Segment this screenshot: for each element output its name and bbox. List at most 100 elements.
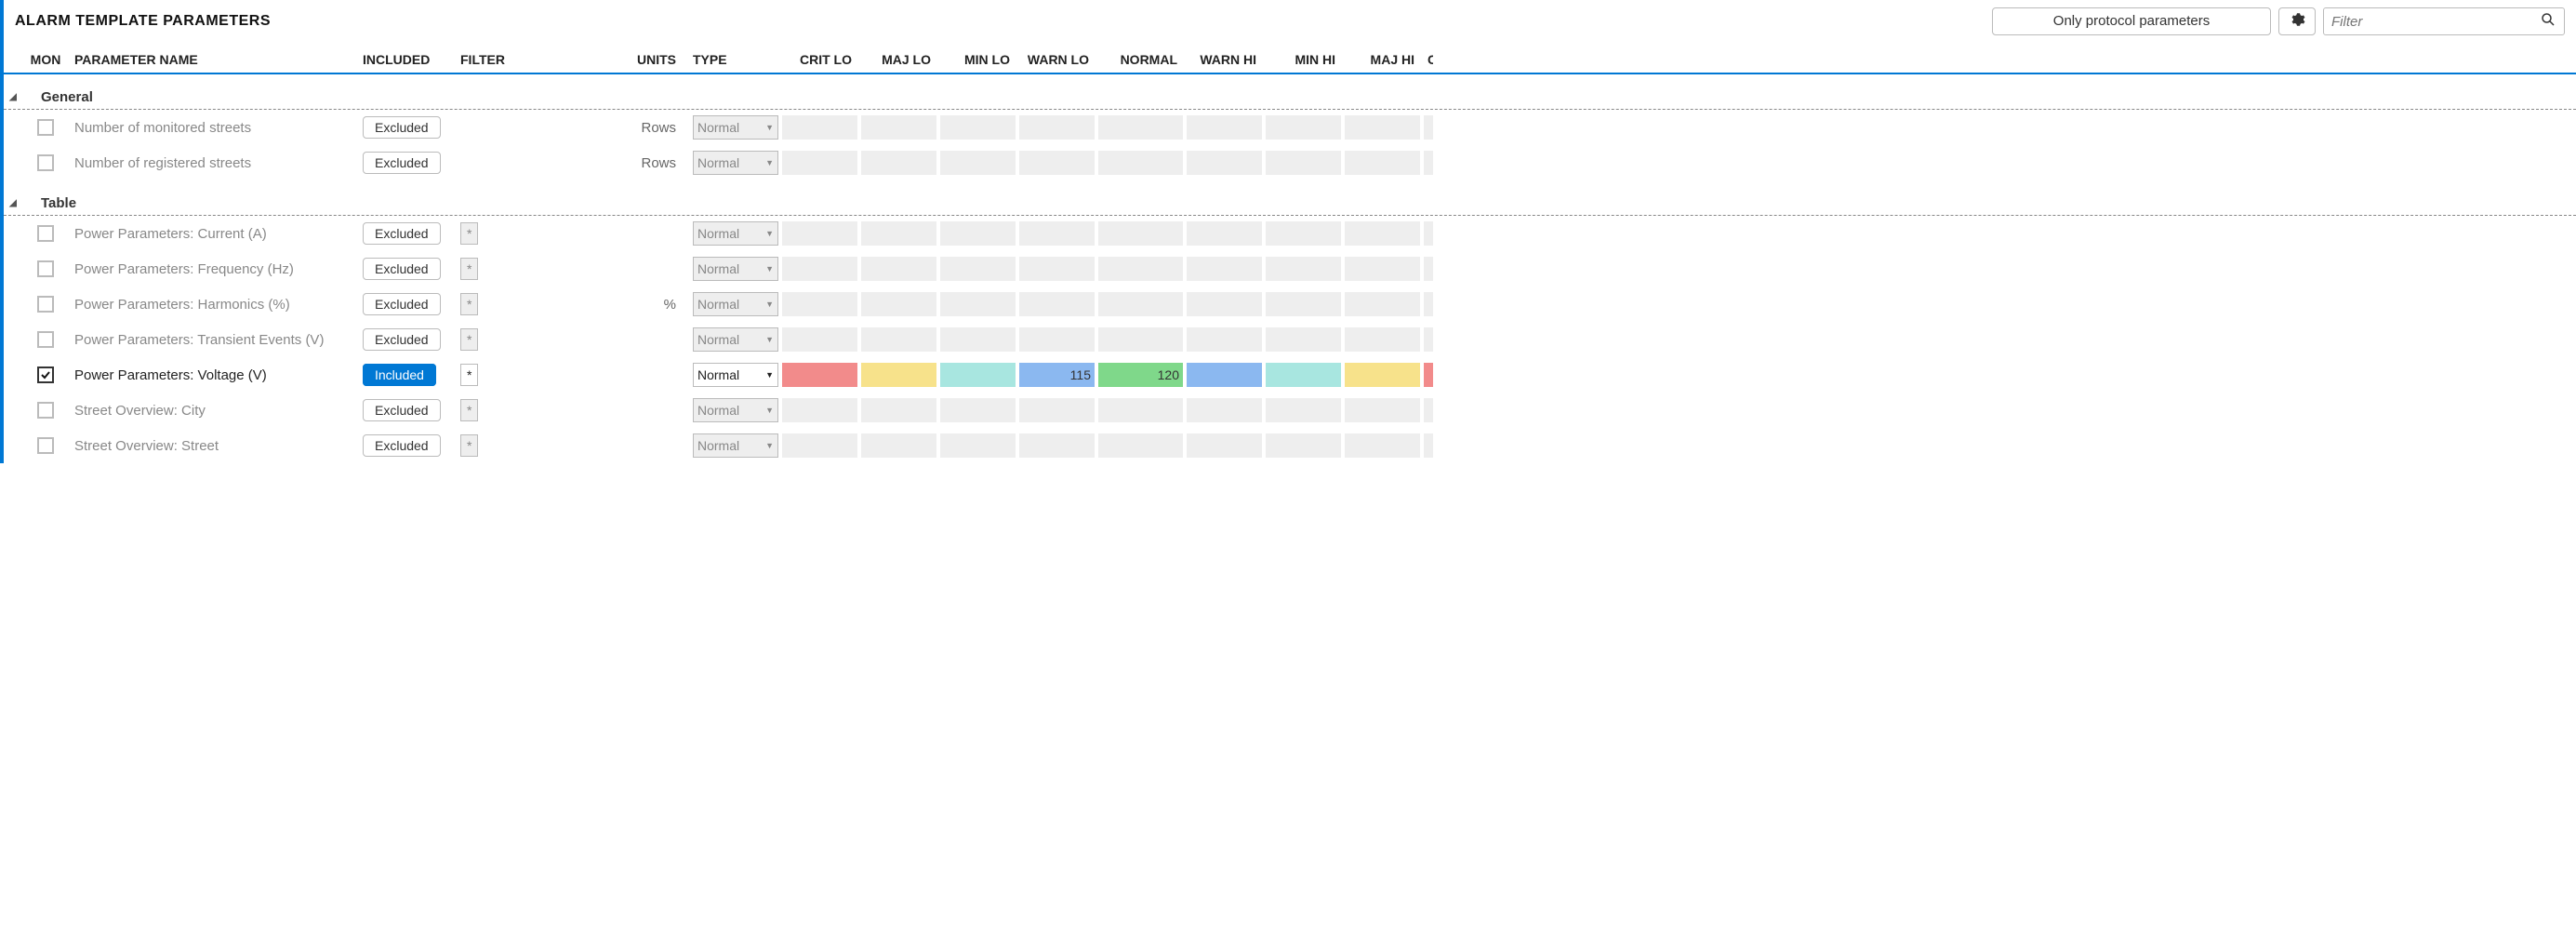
threshold-minHi — [1266, 433, 1341, 458]
parameter-row: Power Parameters: Harmonics (%)Excluded*… — [4, 287, 2576, 322]
threshold-normal — [1098, 433, 1183, 458]
threshold-warnLo[interactable]: 115 — [1019, 363, 1095, 387]
col-min-hi[interactable]: MIN HI — [1264, 52, 1343, 67]
threshold-warnLo — [1019, 398, 1095, 422]
col-units[interactable]: UNITS — [617, 52, 687, 67]
col-crit-hi[interactable]: C — [1422, 52, 1433, 67]
threshold-warnLo — [1019, 115, 1095, 140]
col-type[interactable]: TYPE — [687, 52, 780, 67]
monitor-checkbox[interactable] — [37, 402, 54, 419]
included-toggle[interactable]: Included — [363, 364, 436, 386]
col-mon[interactable]: MON — [22, 52, 69, 67]
threshold-minHi — [1266, 257, 1341, 281]
filter-field[interactable]: * — [460, 258, 478, 280]
threshold-minLo[interactable] — [940, 363, 1016, 387]
threshold-critLo — [782, 292, 857, 316]
type-select[interactable]: Normal▼ — [693, 257, 778, 281]
threshold-normal[interactable]: 120 — [1098, 363, 1183, 387]
column-headers: MON PARAMETER NAME INCLUDED FILTER UNITS… — [4, 39, 2576, 74]
threshold-warnHi[interactable] — [1187, 363, 1262, 387]
type-select[interactable]: Normal▼ — [693, 398, 778, 422]
included-toggle[interactable]: Excluded — [363, 434, 441, 457]
included-toggle[interactable]: Excluded — [363, 293, 441, 315]
included-toggle[interactable]: Excluded — [363, 258, 441, 280]
units-label: Rows — [617, 155, 687, 171]
col-crit-lo[interactable]: CRIT LO — [780, 52, 859, 67]
monitor-checkbox[interactable] — [37, 331, 54, 348]
chevron-down-icon: ▼ — [765, 123, 774, 132]
type-select[interactable]: Normal▼ — [693, 327, 778, 352]
units-label: Rows — [617, 120, 687, 136]
threshold-majLo — [861, 398, 936, 422]
col-filter[interactable]: FILTER — [455, 52, 617, 67]
col-normal[interactable]: NORMAL — [1096, 52, 1185, 67]
type-select[interactable]: Normal▼ — [693, 292, 778, 316]
filter-field[interactable]: * — [460, 364, 478, 386]
col-min-lo[interactable]: MIN LO — [938, 52, 1017, 67]
threshold-critLo — [782, 151, 857, 175]
included-toggle[interactable]: Excluded — [363, 399, 441, 421]
threshold-minLo — [940, 221, 1016, 246]
monitor-checkbox[interactable] — [37, 154, 54, 171]
filter-field[interactable]: * — [460, 434, 478, 457]
included-toggle[interactable]: Excluded — [363, 152, 441, 174]
threshold-warnLo — [1019, 327, 1095, 352]
threshold-majHi — [1345, 257, 1420, 281]
threshold-minHi — [1266, 327, 1341, 352]
filter-field[interactable]: * — [460, 399, 478, 421]
threshold-minHi — [1266, 221, 1341, 246]
monitor-checkbox[interactable] — [37, 437, 54, 454]
threshold-critLo — [782, 398, 857, 422]
monitor-checkbox[interactable] — [37, 225, 54, 242]
col-included[interactable]: INCLUDED — [357, 52, 455, 67]
threshold-warnLo — [1019, 151, 1095, 175]
units-label: % — [617, 297, 687, 313]
col-warn-lo[interactable]: WARN LO — [1017, 52, 1096, 67]
threshold-minLo — [940, 433, 1016, 458]
col-maj-lo[interactable]: MAJ LO — [859, 52, 938, 67]
col-maj-hi[interactable]: MAJ HI — [1343, 52, 1422, 67]
monitor-checkbox[interactable] — [37, 367, 54, 383]
threshold-critHi[interactable] — [1424, 363, 1433, 387]
settings-button[interactable] — [2278, 7, 2316, 35]
included-toggle[interactable]: Excluded — [363, 328, 441, 351]
filter-field[interactable]: * — [460, 328, 478, 351]
threshold-normal — [1098, 115, 1183, 140]
monitor-checkbox[interactable] — [37, 119, 54, 136]
group-header[interactable]: ◢ General — [4, 80, 2576, 110]
threshold-critHi — [1424, 115, 1433, 140]
threshold-minLo — [940, 292, 1016, 316]
type-select[interactable]: Normal▼ — [693, 433, 778, 458]
page-title: ALARM TEMPLATE PARAMETERS — [15, 13, 271, 30]
monitor-checkbox[interactable] — [37, 296, 54, 313]
threshold-warnHi — [1187, 433, 1262, 458]
type-select[interactable]: Normal▼ — [693, 363, 778, 387]
filter-field[interactable]: * — [460, 293, 478, 315]
monitor-checkbox[interactable] — [37, 260, 54, 277]
filter-input[interactable] — [2331, 14, 2540, 30]
threshold-majHi — [1345, 151, 1420, 175]
type-select[interactable]: Normal▼ — [693, 151, 778, 175]
threshold-minHi[interactable] — [1266, 363, 1341, 387]
threshold-minLo — [940, 257, 1016, 281]
included-toggle[interactable]: Excluded — [363, 222, 441, 245]
parameter-name: Street Overview: Street — [74, 438, 219, 454]
parameter-name: Power Parameters: Transient Events (V) — [74, 332, 324, 348]
type-select[interactable]: Normal▼ — [693, 115, 778, 140]
parameter-row: Power Parameters: Transient Events (V) Ex… — [4, 322, 2576, 357]
threshold-critLo[interactable] — [782, 363, 857, 387]
col-warn-hi[interactable]: WARN HI — [1185, 52, 1264, 67]
threshold-warnHi — [1187, 292, 1262, 316]
threshold-normal — [1098, 221, 1183, 246]
threshold-majHi[interactable] — [1345, 363, 1420, 387]
group-header[interactable]: ◢ Table — [4, 186, 2576, 216]
protocol-filter-select[interactable]: Only protocol parameters — [1992, 7, 2271, 35]
filter-input-container[interactable] — [2323, 7, 2565, 35]
included-toggle[interactable]: Excluded — [363, 116, 441, 139]
filter-field[interactable]: * — [460, 222, 478, 245]
threshold-majLo[interactable] — [861, 363, 936, 387]
type-select[interactable]: Normal▼ — [693, 221, 778, 246]
threshold-critLo — [782, 327, 857, 352]
threshold-critHi — [1424, 221, 1433, 246]
col-name[interactable]: PARAMETER NAME — [69, 52, 357, 67]
